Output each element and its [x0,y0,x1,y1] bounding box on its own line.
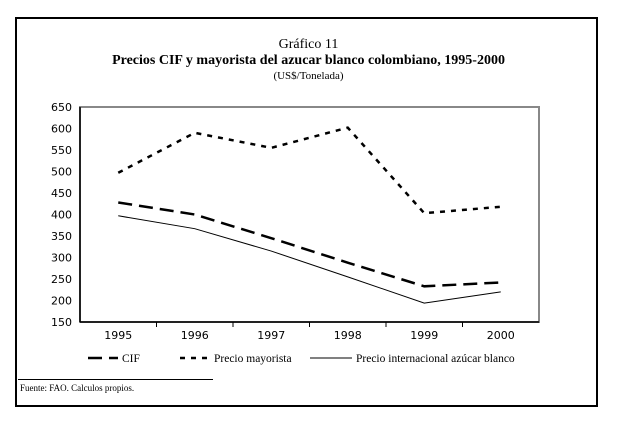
x-tick-label: 2000 [487,329,515,342]
chart-subtitle: Precios CIF y mayorista del azucar blanc… [112,53,505,68]
y-tick-label: 450 [51,187,72,200]
source-note: Fuente: FAO. Calculos propios. [20,383,135,393]
y-tick-label: 300 [51,252,72,265]
y-tick-label: 600 [51,123,72,136]
x-tick-label: 1996 [181,329,209,342]
x-tick-label: 1999 [410,329,438,342]
y-tick-label: 650 [51,101,72,114]
x-tick-label: 1995 [104,329,132,342]
chart-frame [15,17,598,407]
legend-label: Precio internacional azúcar blanco [356,353,515,365]
plot-area [79,106,540,323]
x-tick-label: 1997 [257,329,285,342]
series-line-cif [118,201,501,288]
y-tick-label: 250 [51,273,72,286]
chart-title: Gráfico 11 [278,37,339,52]
legend-label: CIF [122,353,140,365]
y-tick-label: 400 [51,209,72,222]
y-tick-label: 200 [51,295,72,308]
chart-units: (US$/Tonelada) [273,70,344,82]
legend-label: Precio mayorista [214,353,292,365]
y-tick-label: 550 [51,144,72,157]
series-line-precio-mayorista [117,126,501,215]
source-divider [18,379,213,380]
y-tick-label: 350 [51,230,72,243]
y-tick-label: 150 [51,316,72,329]
y-tick-label: 500 [51,166,72,179]
x-tick-label: 1998 [334,329,362,342]
series-line-precio-internacional-azúcar-blanco [118,215,501,304]
